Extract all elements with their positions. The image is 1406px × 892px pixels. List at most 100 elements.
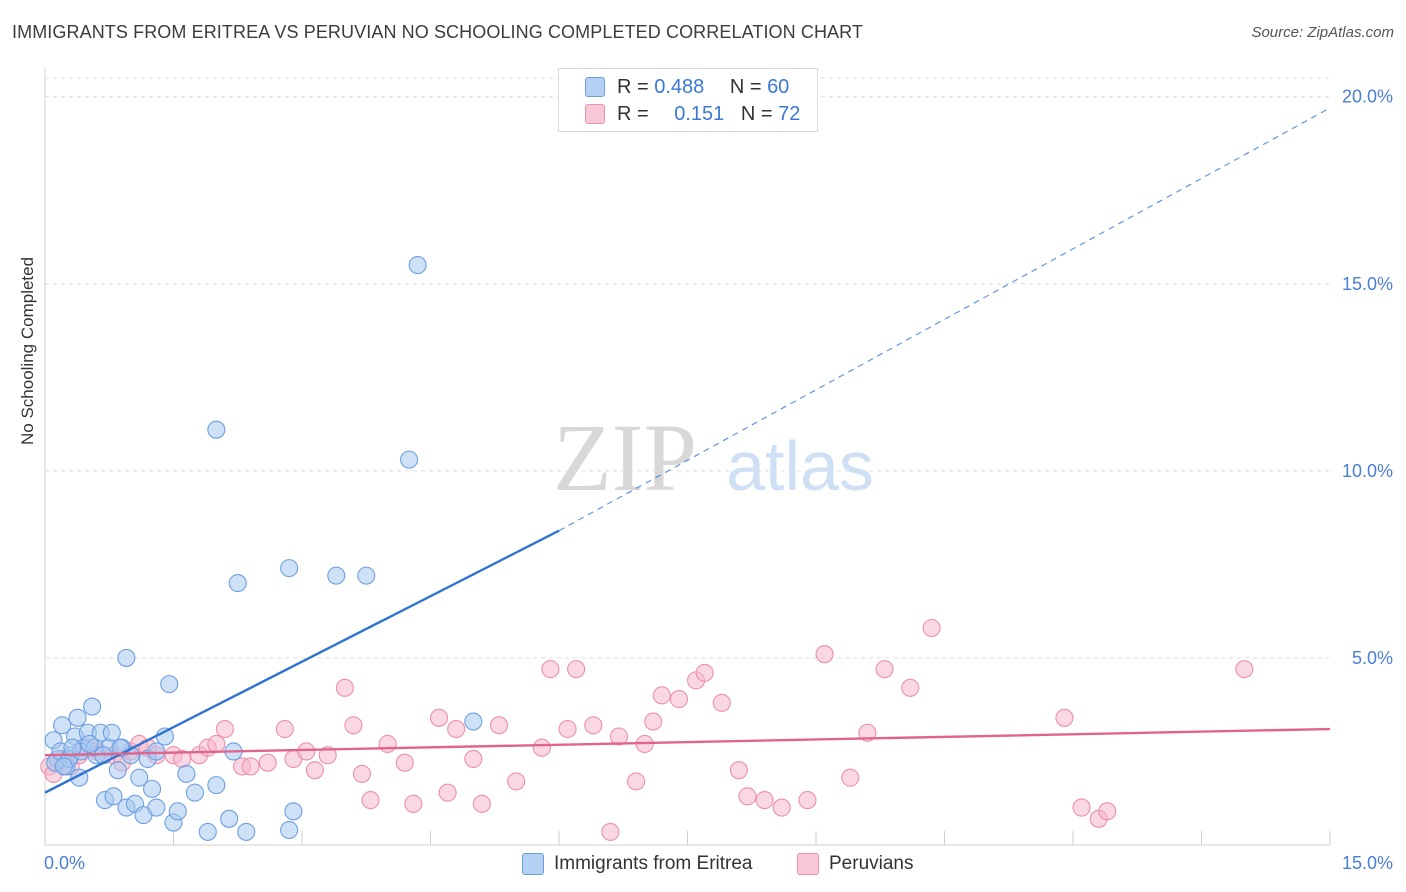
bottom-legend-swatch-blue bbox=[522, 853, 544, 875]
eritrea-point bbox=[220, 809, 239, 828]
peruvian-point bbox=[305, 761, 324, 780]
peruvian-point bbox=[558, 719, 577, 739]
peruvian-point bbox=[472, 794, 491, 813]
peruvian-point bbox=[297, 742, 316, 761]
peruvian-point bbox=[841, 768, 860, 787]
peruvian-point bbox=[1055, 708, 1074, 727]
trend-lines bbox=[44, 107, 1331, 794]
eritrea-point bbox=[102, 723, 121, 742]
x-tick-label: 0.0% bbox=[44, 853, 85, 873]
peruvian-point bbox=[922, 618, 941, 638]
eritrea-point bbox=[53, 716, 72, 735]
y-tick-labels: 5.0% 10.0% 15.0% 20.0% bbox=[1342, 87, 1393, 668]
peruvian-point bbox=[258, 753, 277, 772]
eritrea-point bbox=[357, 566, 376, 585]
x-tick-label: 15.0% bbox=[1342, 853, 1393, 873]
peruvian-point bbox=[1235, 660, 1254, 679]
legend-n-label: N = bbox=[740, 102, 773, 125]
eritrea-point bbox=[83, 697, 102, 716]
eritrea-point bbox=[280, 820, 299, 840]
peruvian-point bbox=[609, 727, 629, 746]
y-tick-label: 20.0% bbox=[1342, 87, 1393, 107]
eritrea-point bbox=[147, 742, 166, 761]
peruvian-point bbox=[798, 791, 817, 810]
watermark-zip: ZIP bbox=[553, 404, 697, 511]
peruvians-points bbox=[40, 618, 1254, 841]
eritrea-point bbox=[147, 798, 166, 817]
eritrea-point bbox=[130, 768, 149, 787]
eritrea-point bbox=[108, 761, 127, 780]
peruvian-point bbox=[275, 719, 294, 739]
eritrea-point bbox=[207, 776, 226, 795]
peruvian-point bbox=[772, 798, 791, 817]
peruvian-point bbox=[901, 678, 920, 697]
chart-title: IMMIGRANTS FROM ERITREA VS PERUVIAN NO S… bbox=[12, 22, 864, 42]
legend-n-value: 60 bbox=[767, 75, 790, 98]
peruvian-point bbox=[430, 708, 449, 727]
eritrea-point bbox=[228, 574, 247, 593]
peruvian-point bbox=[215, 719, 234, 739]
peruvian-point bbox=[489, 716, 509, 735]
eritrea-point bbox=[160, 675, 179, 694]
eritrea-point bbox=[237, 822, 256, 841]
legend-r-label: R = bbox=[617, 75, 649, 98]
bottom-legend-eritrea: Immigrants from Eritrea bbox=[522, 851, 752, 877]
eritrea-point bbox=[80, 734, 99, 754]
eritrea-point bbox=[68, 708, 87, 727]
peruvian-point bbox=[627, 772, 646, 791]
peruvian-point bbox=[344, 716, 363, 735]
y-tick-label: 5.0% bbox=[1352, 648, 1393, 668]
legend-swatch-blue bbox=[585, 77, 605, 97]
watermark-atlas: atlas bbox=[726, 427, 874, 505]
peruvian-point bbox=[1098, 802, 1117, 821]
peruvian-point bbox=[404, 794, 423, 813]
x-tick-labels: 0.0% 15.0% bbox=[44, 853, 1393, 873]
peruvian-point bbox=[875, 660, 894, 679]
eritrea-point bbox=[104, 787, 123, 806]
bottom-legend-label: Peruvians bbox=[829, 853, 914, 874]
peruvian-point bbox=[438, 783, 457, 802]
legend-swatch-pink bbox=[585, 104, 605, 124]
eritrea-point bbox=[400, 450, 419, 469]
peruvian-point bbox=[584, 716, 603, 735]
peruvian-point bbox=[712, 693, 731, 712]
legend-r-label: R = bbox=[617, 102, 649, 125]
legend-row-eritrea: R = 0.488 N = 60 bbox=[585, 74, 789, 100]
legend-n-label: N = bbox=[729, 75, 762, 98]
eritrea-point bbox=[117, 648, 136, 667]
peruvian-point bbox=[395, 753, 414, 772]
peruvian-point bbox=[644, 712, 663, 731]
bottom-legend-swatch-pink bbox=[797, 853, 819, 875]
peruvian-point bbox=[601, 822, 620, 841]
peruvian-point bbox=[207, 734, 226, 754]
peruvian-point bbox=[532, 738, 551, 757]
peruvian-point bbox=[858, 723, 877, 742]
y-tick-label: 15.0% bbox=[1342, 274, 1393, 294]
source-label: Source: ZipAtlas.com bbox=[1251, 24, 1394, 41]
eritrea-point bbox=[464, 712, 483, 731]
eritrea-point bbox=[168, 802, 187, 821]
peruvian-point bbox=[669, 690, 688, 709]
eritrea-point bbox=[54, 757, 73, 776]
eritrea-point bbox=[177, 764, 196, 783]
eritrea-point bbox=[143, 779, 162, 798]
eritrea-point bbox=[408, 256, 427, 275]
peruvian-point bbox=[815, 645, 834, 664]
peruvian-point bbox=[361, 791, 380, 810]
peruvian-point bbox=[507, 772, 526, 791]
eritrea-point bbox=[198, 822, 217, 841]
legend-n-value: 72 bbox=[778, 102, 801, 125]
peruvian-point bbox=[447, 719, 466, 739]
peruvian-point bbox=[352, 764, 372, 783]
eritrea-point bbox=[284, 802, 303, 821]
peruvian-point bbox=[695, 663, 714, 682]
legend-r-value: 0.151 bbox=[674, 102, 725, 125]
eritrea-point bbox=[280, 559, 299, 578]
legend-row-peruvians: R = 0.151 N = 72 bbox=[585, 101, 800, 127]
peruvian-point bbox=[541, 660, 560, 679]
peruvian-point bbox=[755, 791, 774, 810]
peruvian-point bbox=[1072, 798, 1091, 817]
peruvian-point bbox=[738, 787, 757, 806]
peruvian-point bbox=[241, 757, 260, 776]
